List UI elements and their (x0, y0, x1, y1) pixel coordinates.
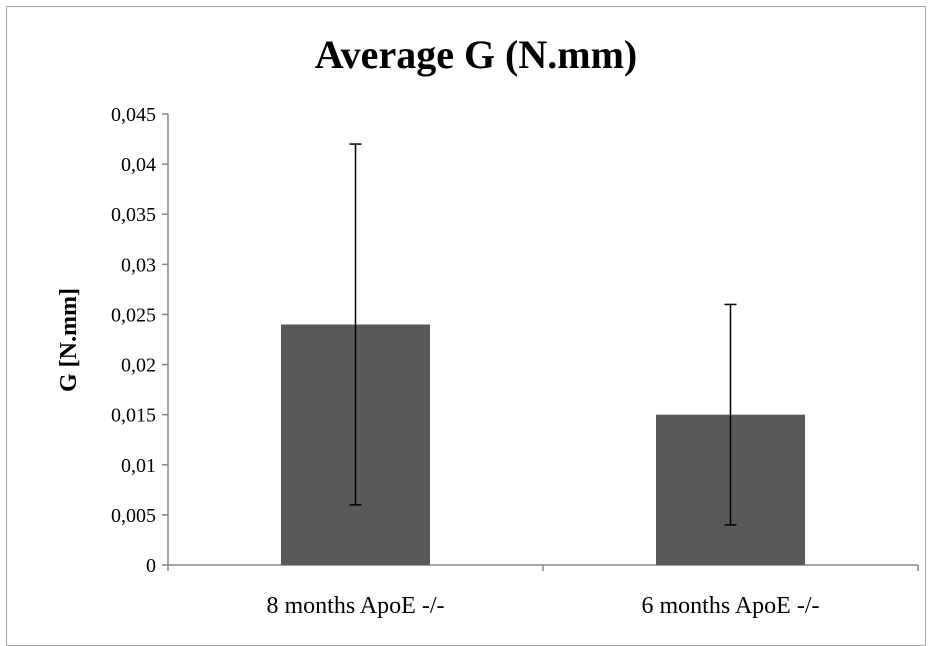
y-tick-label: 0,045 (111, 104, 156, 126)
y-tick-label: 0 (146, 555, 156, 577)
x-category-label: 6 months ApoE -/- (642, 593, 820, 619)
y-tick-label: 0,01 (121, 455, 156, 477)
y-tick-label: 0,04 (121, 154, 156, 176)
y-tick-label: 0,025 (111, 304, 156, 326)
x-category-label: 8 months ApoE -/- (267, 593, 445, 619)
chart-title: Average G (N.mm) (315, 32, 637, 77)
plot-area: 0 0,005 0,01 0,015 0,02 0,025 0,03 0,035 0,04 0,0… (111, 104, 919, 619)
y-tick-label: 0,02 (121, 355, 156, 377)
y-tick-label: 0,035 (111, 204, 156, 226)
y-tick-label: 0,005 (111, 505, 156, 527)
y-axis-title: G [N.mm] (56, 288, 82, 392)
y-tick-label: 0,03 (121, 254, 156, 276)
y-tick-label: 0,015 (111, 405, 156, 427)
